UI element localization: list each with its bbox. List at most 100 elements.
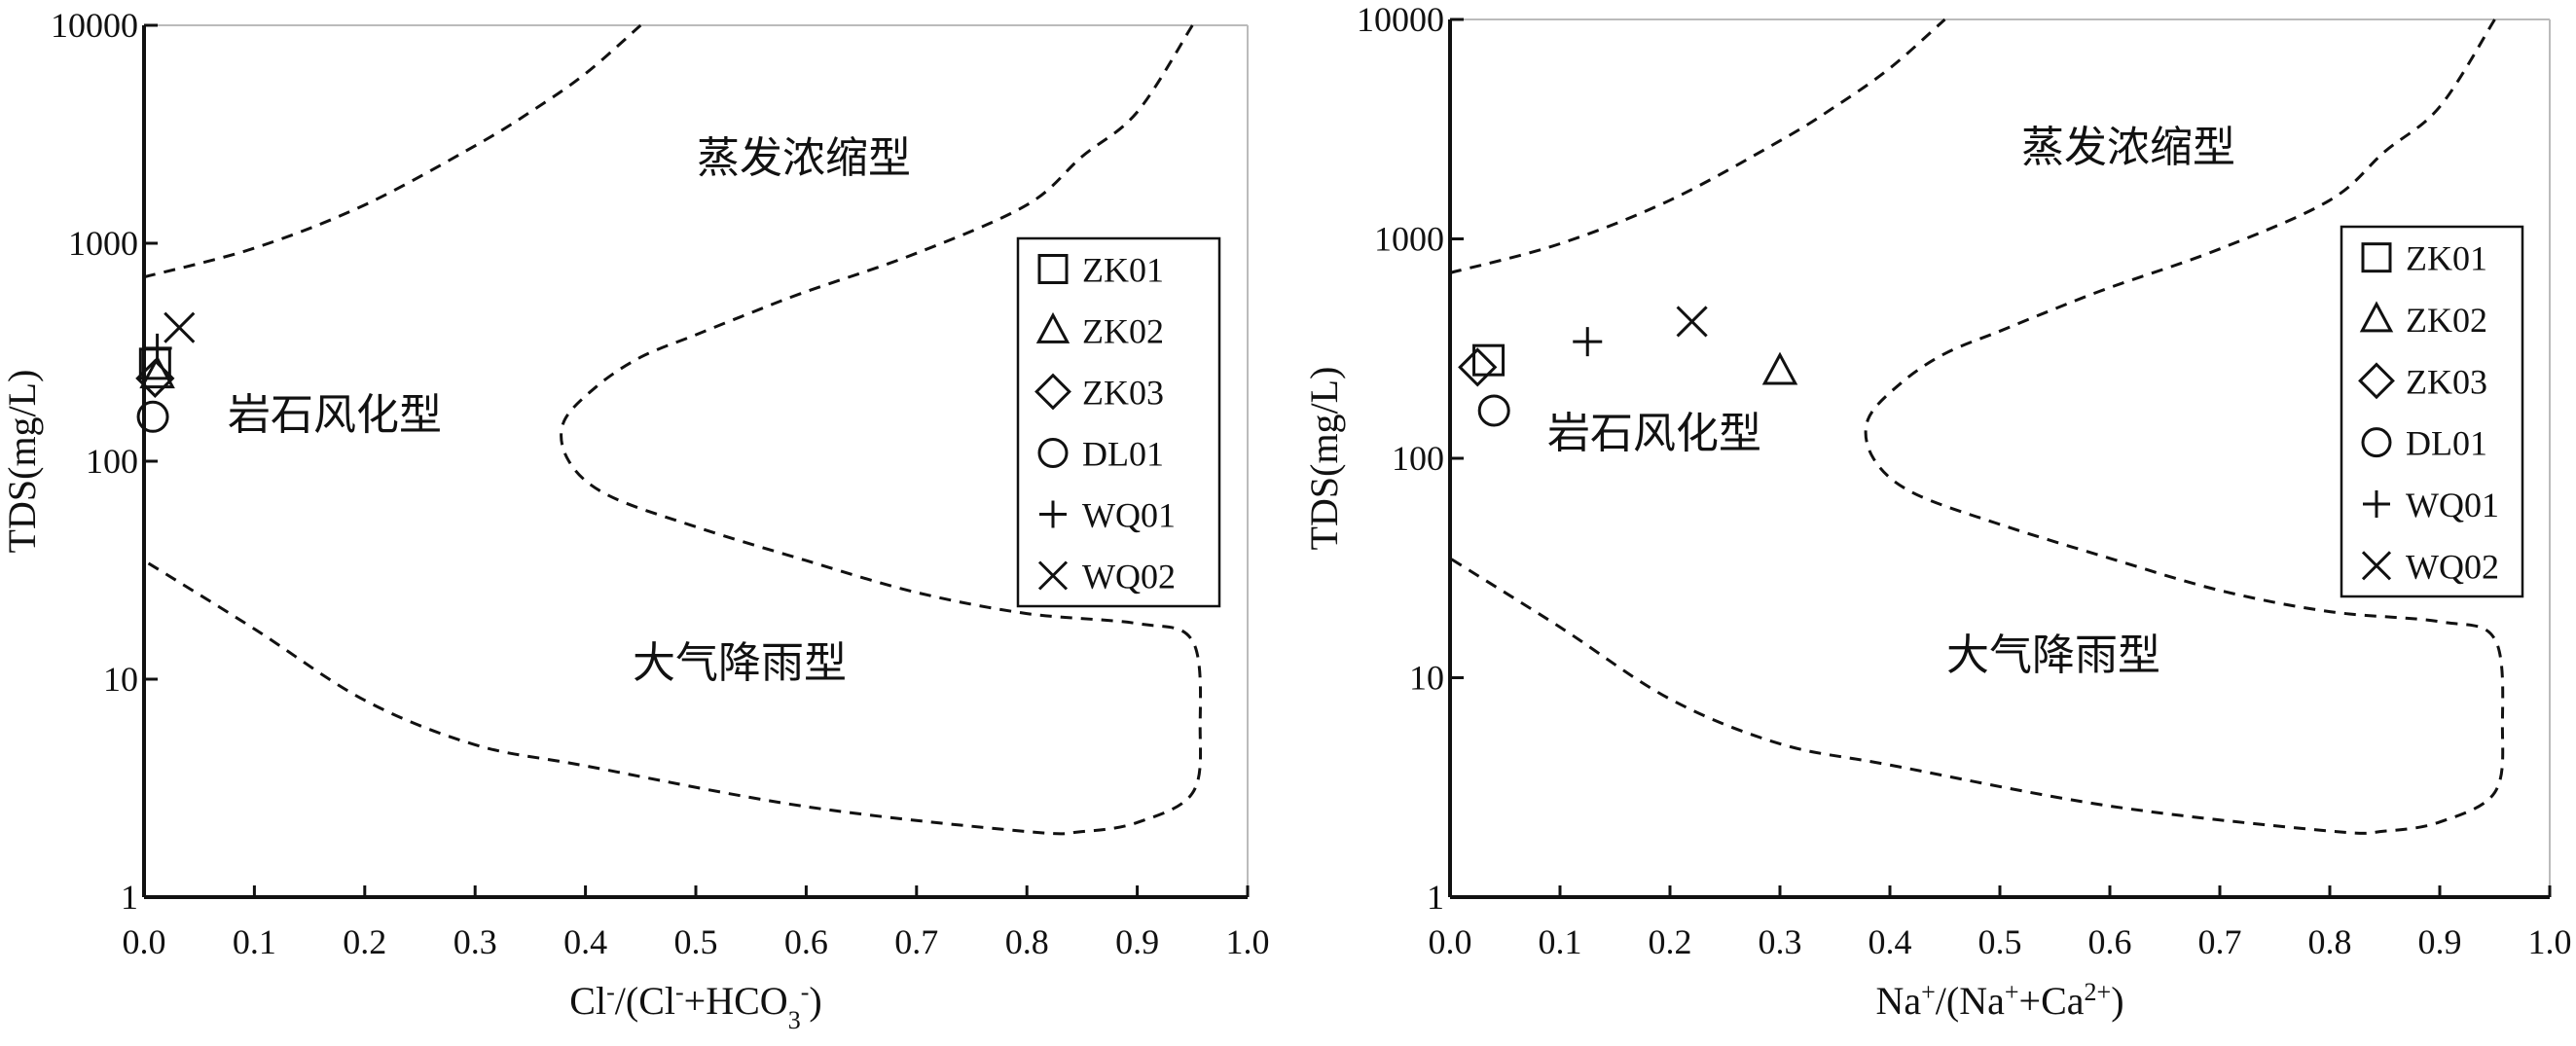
x-axis-title-part: + <box>2005 978 2019 1006</box>
x-axis-title: Cl-/(Cl-+HCO3-) <box>569 978 821 1034</box>
x-tick-label: 1.0 <box>1226 922 1270 961</box>
evaporation-boundary-curve <box>1449 18 1946 274</box>
legend-marker-zk01 <box>2361 242 2392 273</box>
x-axis-title-part: 3 <box>788 1006 801 1034</box>
legend-label-zk01: ZK01 <box>1082 251 1164 290</box>
region-label-evaporation: 蒸发浓缩型 <box>697 133 911 183</box>
x-tick-label: 1.0 <box>2528 922 2572 961</box>
legend-box <box>1016 236 1221 608</box>
x-axis-title-part: /(Cl <box>615 979 675 1023</box>
legend-box <box>2340 225 2524 598</box>
y-tick-label: 10 <box>103 660 138 699</box>
legend-label-zk01: ZK01 <box>2406 239 2487 278</box>
x-axis-title-part: - <box>801 978 810 1006</box>
rock-precipitation-boundary-curve <box>1449 18 2505 835</box>
legend-marker-wq02 <box>1037 560 1069 591</box>
x-tick-label: 0.4 <box>1869 922 1912 961</box>
x-tick-label: 0.3 <box>454 922 497 961</box>
region-label-precipitation: 大气降雨型 <box>633 638 847 688</box>
legend-marker-zk02 <box>1035 311 1070 343</box>
legend: ZK01 ZK02 ZK03 DL01 WQ01 WQ02 <box>1016 236 1221 608</box>
x-tick-label: 0.3 <box>1759 922 1802 961</box>
y-axis-title: TDS(mg/L) <box>1302 367 1346 551</box>
x-tick-label: 0.9 <box>2418 922 2462 961</box>
legend-label-dl01: DL01 <box>2406 424 2487 463</box>
x-tick-label: 0.8 <box>2308 922 2352 961</box>
x-tick-label: 0.0 <box>123 922 166 961</box>
legend: ZK01 ZK02 ZK03 DL01 WQ01 WQ02 <box>2340 225 2524 598</box>
x-tick-label: 0.7 <box>2198 922 2242 961</box>
region-label-rock-weathering: 岩石风化型 <box>228 390 442 440</box>
x-axis-title: Na+/(Na++Ca2+) <box>1875 978 2123 1024</box>
legend-label-zk02: ZK02 <box>2406 301 2487 340</box>
data-point-wq02 <box>1676 306 1708 338</box>
legend-label-dl01: DL01 <box>1082 435 1164 474</box>
legend-label-wq02: WQ02 <box>1082 558 1176 596</box>
x-axis-title-part: /(Na <box>1936 979 2005 1023</box>
rock-precipitation-boundary-curve <box>143 24 1203 836</box>
data-point-zk03 <box>1458 347 1498 387</box>
x-tick-label: 0.1 <box>233 922 276 961</box>
legend-label-wq01: WQ01 <box>2406 486 2499 524</box>
y-tick-label: 100 <box>1392 439 1444 478</box>
y-tick-label: 10000 <box>51 6 138 45</box>
data-point-zk03 <box>135 358 175 398</box>
x-axis-title-part: + <box>1921 978 1936 1006</box>
legend-marker-wq02 <box>2361 551 2392 581</box>
y-tick-label: 1000 <box>1374 220 1444 259</box>
x-axis-title-part: ) <box>2111 979 2123 1023</box>
data-point-wq02 <box>163 311 196 343</box>
legend-marker-zk01 <box>1037 254 1069 284</box>
legend-label-wq02: WQ02 <box>2406 547 2499 586</box>
data-point-wq01 <box>1573 327 1603 357</box>
region-label-evaporation: 蒸发浓缩型 <box>2021 123 2235 172</box>
x-tick-label: 0.1 <box>1539 922 1582 961</box>
legend-marker-wq01 <box>2363 490 2390 518</box>
x-axis-title-part: - <box>675 978 684 1006</box>
x-tick-label: 0.2 <box>1649 922 1692 961</box>
region-label-precipitation: 大气降雨型 <box>1946 631 2160 680</box>
legend-marker-wq01 <box>1039 500 1067 528</box>
x-axis-title-part: +Ca <box>2019 979 2085 1023</box>
y-tick-label: 100 <box>86 442 138 481</box>
legend-marker-dl01 <box>2361 427 2392 458</box>
data-point-wq01 <box>142 333 172 363</box>
x-axis-title-part: +HCO <box>684 979 788 1023</box>
x-tick-label: 0.5 <box>674 922 718 961</box>
y-tick-label: 1 <box>121 878 138 917</box>
legend-marker-zk02 <box>2359 301 2394 333</box>
legend-label-zk02: ZK02 <box>1082 312 1164 351</box>
legend-marker-zk03 <box>1034 373 1071 411</box>
x-tick-label: 0.2 <box>343 922 386 961</box>
x-tick-label: 0.7 <box>894 922 938 961</box>
y-tick-label: 10000 <box>1357 0 1444 39</box>
legend-label-zk03: ZK03 <box>1082 374 1164 413</box>
data-point-dl01 <box>136 400 169 433</box>
data-point-zk02 <box>1761 351 1798 385</box>
region-label-rock-weathering: 岩石风化型 <box>1547 409 1761 458</box>
legend-marker-dl01 <box>1037 438 1069 468</box>
x-axis-title-part: 2+ <box>2085 978 2112 1006</box>
x-axis-title-part: ) <box>809 979 821 1023</box>
x-axis-title-part: Cl <box>569 979 606 1023</box>
legend-label-wq01: WQ01 <box>1082 496 1176 535</box>
chart-panel-1: 0.0 0.1 0.2 0.3 0.4 0.5 0.6 0.7 0.8 0.9 1.0 1 10 100 1… <box>0 6 1270 1034</box>
x-tick-label: 0.4 <box>563 922 607 961</box>
legend-label-zk03: ZK03 <box>2406 362 2487 401</box>
x-tick-label: 0.6 <box>2088 922 2132 961</box>
legend-marker-zk03 <box>2358 362 2395 400</box>
evaporation-boundary-curve <box>143 23 642 279</box>
y-tick-label: 1000 <box>68 224 138 263</box>
x-tick-label: 0.8 <box>1005 922 1049 961</box>
y-tick-label: 10 <box>1409 659 1444 698</box>
chart-panel-2: 0.0 0.1 0.2 0.3 0.4 0.5 0.6 0.7 0.8 0.9 1.0 1 10 100 1… <box>1302 0 2572 1023</box>
x-tick-label: 0.6 <box>784 922 828 961</box>
y-axis-title: TDS(mg/L) <box>0 370 44 554</box>
x-tick-label: 0.9 <box>1115 922 1159 961</box>
x-axis-title-part: Na <box>1875 979 1921 1023</box>
data-point-dl01 <box>1477 394 1510 427</box>
x-axis-title-part: - <box>606 978 615 1006</box>
x-tick-label: 0.5 <box>1978 922 2022 961</box>
x-tick-label: 0.0 <box>1429 922 1472 961</box>
